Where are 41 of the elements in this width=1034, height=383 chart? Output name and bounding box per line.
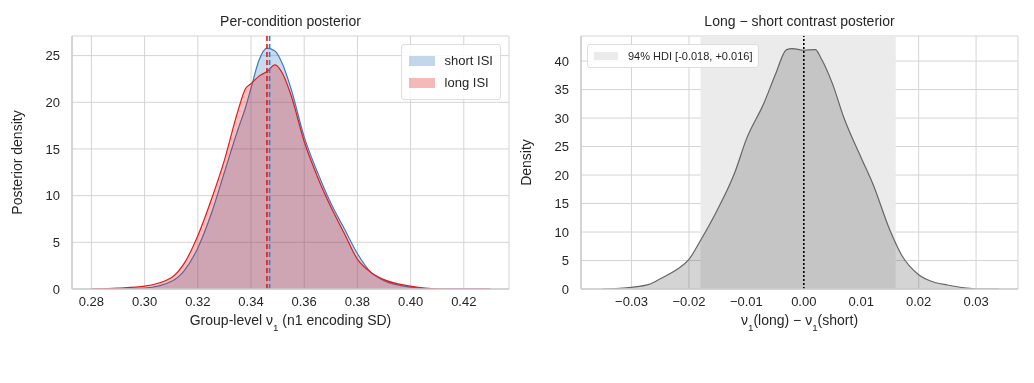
y-tick-label: 25 (554, 139, 569, 155)
x-tick-label: 0.38 (344, 294, 371, 310)
y-tick-label: 15 (554, 196, 569, 212)
y-tick-label: 10 (45, 188, 60, 204)
x-tick-label: 0.30 (131, 294, 158, 310)
y-tick-label: 0 (561, 281, 569, 297)
legend-label: long ISI (444, 74, 489, 92)
y-tick-label: 0 (52, 281, 60, 297)
x-tick-label: 0.03 (963, 294, 989, 310)
x-tick-label: −0.03 (615, 294, 648, 310)
x-tick-label: 0.40 (397, 294, 424, 310)
y-tick-label: 5 (52, 234, 60, 250)
x-tick-label: 0.42 (451, 294, 477, 310)
x-tick-label: 0.00 (791, 294, 817, 310)
chart-title: Long − short contrast posterior (704, 13, 895, 29)
chart-title: Per-condition posterior (220, 13, 362, 29)
legend-box: short ISI long ISI (400, 44, 501, 100)
y-tick-label: 30 (554, 110, 569, 126)
y-tick-label: 15 (45, 141, 60, 157)
y-tick-label: 40 (554, 53, 569, 69)
x-tick-label: −0.01 (729, 294, 763, 310)
y-tick-label: 35 (554, 82, 569, 98)
x-tick-label: 0.01 (848, 294, 874, 310)
y-tick-label: 20 (45, 94, 60, 110)
y-tick-label: 20 (554, 167, 569, 183)
x-axis-title: ν$_{1}$(long) − ν$_{1}$(short) (740, 312, 859, 333)
legend-box: 94% HDI [-0.018, +0.016] (587, 44, 760, 68)
y-axis-title: Posterior density (9, 110, 25, 215)
x-tick-label: 0.36 (291, 294, 317, 310)
y-tick-label: 10 (554, 224, 569, 240)
y-tick-label: 5 (561, 253, 569, 269)
y-axis-title: Density (518, 139, 534, 186)
legend-label: short ISI (444, 52, 493, 70)
band-label: 94% HDI [-0.018, +0.016] (628, 49, 753, 64)
x-tick-label: 0.02 (906, 294, 932, 310)
x-tick-label: 0.28 (78, 294, 105, 310)
x-axis-title: Group-level ν$_{1}$ (n1 encoding SD) (189, 312, 392, 333)
y-tick-label: 25 (45, 48, 60, 64)
x-tick-label: 0.34 (238, 294, 264, 310)
x-tick-label: −0.02 (672, 294, 706, 310)
x-tick-label: 0.32 (185, 294, 211, 310)
